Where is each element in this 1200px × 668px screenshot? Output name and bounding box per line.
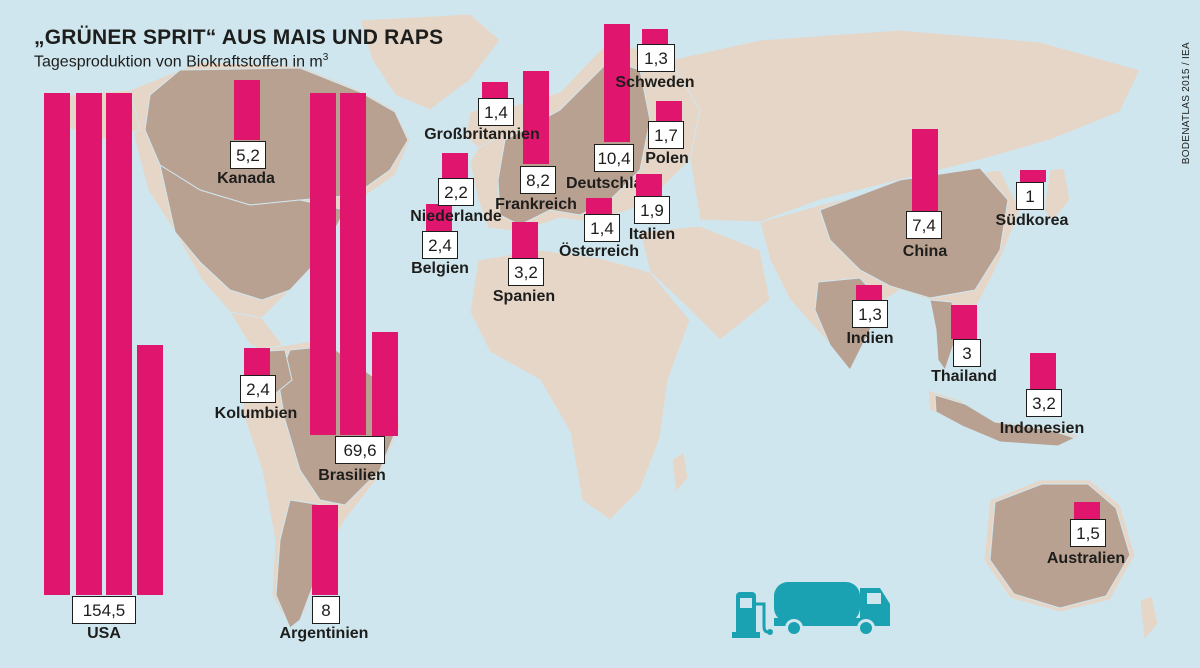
- bar-brasilien-3: [372, 332, 398, 436]
- value-label-argentinien: 8: [312, 596, 340, 624]
- bar-thailand: [951, 305, 977, 339]
- country-label-italien: Italien: [628, 226, 676, 243]
- country-label-spanien: Spanien: [492, 288, 556, 305]
- bar-sudkorea: [1020, 170, 1046, 182]
- middle-east-shape: [639, 225, 771, 341]
- country-label-frankreich: Frankreich: [495, 196, 577, 213]
- value-label-sudkorea: 1: [1016, 182, 1044, 210]
- bar-kolumbien: [244, 348, 270, 375]
- bar-grossbritannien: [482, 82, 508, 98]
- bar-usa-2: [76, 93, 102, 595]
- bar-kanada: [234, 80, 260, 140]
- japan-shape: [1043, 167, 1071, 223]
- value-label-australien: 1,5: [1070, 519, 1106, 547]
- country-label-indonesien: Indonesien: [999, 420, 1085, 437]
- subtitle-text: Tagesproduktion von Biokraftstoffen in m: [34, 53, 323, 71]
- madagascar-shape: [671, 451, 689, 494]
- bar-osterreich: [586, 198, 612, 214]
- value-label-niederlande: 2,2: [438, 178, 474, 206]
- subtitle-superscript: 3: [322, 52, 329, 63]
- usa-region: [159, 163, 346, 301]
- thailand-region: [929, 299, 956, 372]
- indonesia-region: [934, 394, 1077, 447]
- bar-niederlande: [442, 153, 468, 178]
- bar-brasilien-2: [340, 93, 366, 435]
- country-label-indien: Indien: [846, 330, 894, 347]
- bar-usa-1: [44, 93, 70, 595]
- country-label-grossbritannien: Großbritannien: [424, 126, 540, 143]
- source-credit: BODENATLAS 2015 / IEA: [1181, 42, 1192, 165]
- country-label-schweden: Schweden: [615, 74, 695, 91]
- country-label-kanada: Kanada: [217, 170, 275, 187]
- bar-australien: [1074, 502, 1100, 519]
- bar-polen: [656, 101, 682, 121]
- value-label-deutschland: 10,4: [594, 144, 634, 172]
- greenland-shape: [359, 13, 501, 111]
- country-label-australien: Australien: [1046, 550, 1126, 567]
- australia-region: [989, 483, 1131, 609]
- bar-argentinien: [312, 505, 338, 595]
- value-label-usa: 154,5: [72, 596, 136, 624]
- tanker-truck-illustration: [732, 582, 890, 638]
- value-label-thailand: 3: [953, 339, 981, 367]
- value-label-brasilien: 69,6: [335, 436, 385, 464]
- africa-shape: [469, 249, 691, 521]
- country-label-sudkorea: Südkorea: [995, 212, 1069, 229]
- country-label-china: China: [902, 243, 948, 260]
- value-label-china: 7,4: [906, 211, 942, 239]
- bar-italien: [636, 174, 662, 196]
- bar-usa-3: [106, 93, 132, 595]
- country-label-belgien: Belgien: [411, 260, 469, 277]
- value-label-belgien: 2,4: [422, 231, 458, 259]
- value-label-schweden: 1,3: [637, 44, 675, 72]
- bar-usa-4: [137, 345, 163, 595]
- country-label-brasilien: Brasilien: [318, 467, 386, 484]
- value-label-indien: 1,3: [852, 300, 888, 328]
- country-label-osterreich: Österreich: [558, 243, 640, 260]
- new-zealand-shape: [1139, 595, 1159, 642]
- bar-brasilien-1: [310, 93, 336, 435]
- value-label-osterreich: 1,4: [584, 214, 620, 242]
- value-label-kolumbien: 2,4: [240, 375, 276, 403]
- value-label-indonesien: 3,2: [1026, 389, 1062, 417]
- value-label-frankreich: 8,2: [520, 166, 556, 194]
- value-label-italien: 1,9: [634, 196, 670, 224]
- country-label-polen: Polen: [645, 150, 689, 167]
- bar-deutschland: [604, 24, 630, 142]
- bar-schweden: [642, 29, 668, 44]
- country-label-argentinien: Argentinien: [279, 625, 369, 642]
- fuel-pump-icon: [732, 592, 773, 638]
- value-label-kanada: 5,2: [230, 141, 266, 169]
- country-label-kolumbien: Kolumbien: [214, 405, 298, 422]
- chart-title: „GRÜNER SPRIT“ AUS MAIS UND RAPS: [34, 26, 444, 49]
- bar-indonesien: [1030, 353, 1056, 389]
- bar-spanien: [512, 222, 538, 258]
- bar-china: [912, 129, 938, 212]
- chart-subtitle: Tagesproduktion von Biokraftstoffen in m…: [34, 52, 328, 71]
- bar-indien: [856, 285, 882, 300]
- asia-north-shape: [669, 29, 1141, 223]
- country-label-usa: USA: [87, 625, 121, 642]
- tanker-truck-icon: [774, 582, 890, 637]
- bar-belgien: [426, 204, 452, 231]
- value-label-spanien: 3,2: [508, 258, 544, 286]
- value-label-grossbritannien: 1,4: [478, 98, 514, 126]
- value-label-polen: 1,7: [648, 121, 684, 149]
- country-label-niederlande: Niederlande: [410, 208, 502, 225]
- country-label-thailand: Thailand: [931, 368, 997, 385]
- bar-frankreich: [523, 71, 549, 164]
